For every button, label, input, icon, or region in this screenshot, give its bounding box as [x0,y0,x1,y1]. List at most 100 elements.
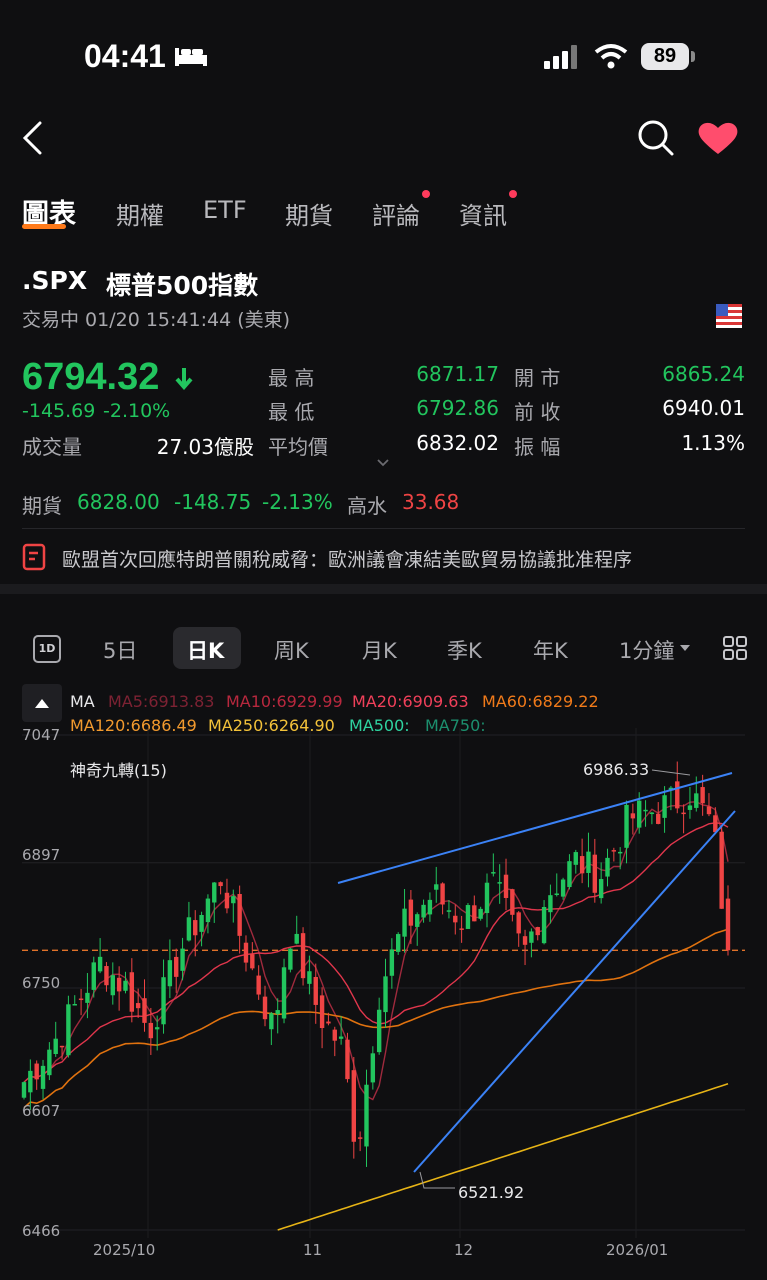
ktab-weekly[interactable]: 周K [274,639,309,663]
candle-body [491,872,496,874]
high-marker-line [651,769,691,776]
news-icon [22,543,46,571]
candle-body [281,967,287,1019]
candle-body [34,1063,39,1080]
candle-body [662,795,667,818]
candle-body [123,980,128,991]
upper-trendline [337,772,733,884]
volume-label: 成交量 [22,435,82,459]
tab-options[interactable]: 期權 [116,202,164,230]
ma-label: MA [70,692,95,711]
last-price: 6794.32 [22,356,160,398]
candle-body [421,904,426,918]
candle-body [503,874,509,898]
ma60-value: MA60:6829.22 [482,692,599,711]
candle-body [535,927,540,936]
ma5-value: MA5:6913.83 [108,692,215,711]
dropdown-caret-icon[interactable] [679,644,691,652]
candle-body [522,936,528,945]
news-headline[interactable]: 歐盟首次回應特朗普關稅威脅：歐洲議會凍結美歐貿易協議批准程序 [62,549,633,571]
prev-close-label: 前 收 [514,400,561,424]
candle-body [66,1004,71,1056]
grid-layout-icon[interactable] [722,635,748,661]
candle-body [300,933,306,979]
ma250-line [277,1083,729,1231]
candlestick-chart[interactable] [0,728,767,1280]
amplitude-value: 1.13% [681,431,745,455]
candle-body [357,1137,363,1139]
candle-body [434,884,439,890]
candle-body [630,813,636,819]
candle-body [218,882,223,887]
low-marker-line [419,1171,455,1189]
candle-body [332,1029,337,1041]
premium-label: 高水 [347,494,387,518]
ktab-1min[interactable]: 1分鐘 [619,639,675,663]
ktab-daily[interactable]: 日K [187,639,225,663]
ktab-quarterly[interactable]: 季K [447,639,482,663]
tab-futures[interactable]: 期貨 [285,202,333,230]
candle-body [567,861,572,888]
candle-body [72,1003,77,1006]
ktab-5day[interactable]: 5日 [103,639,138,663]
collapse-ma-button[interactable] [22,684,62,722]
candle-body [383,976,388,1013]
candle-body [408,899,414,926]
candle-body [465,905,471,929]
candle-body [649,812,655,815]
low-label: 最 低 [268,400,315,424]
candle-body [395,934,401,952]
wifi-icon [594,44,628,69]
candle-body [389,949,395,976]
ma750-value: MA750: [425,716,486,735]
candle-body [288,948,293,970]
candle-body [668,787,674,790]
candle-body [186,917,192,941]
ma500-value: MA500: [349,716,410,735]
candle-body [351,1070,357,1142]
candle-body [174,956,179,977]
tab-news[interactable]: 資訊 [459,202,507,230]
ma5-line [23,801,729,1101]
candle-body [59,1045,65,1048]
back-icon[interactable] [20,120,46,156]
tab-active-indicator [22,224,66,229]
open-label: 開 市 [514,366,561,390]
candle-body [199,915,204,932]
candle-body [250,954,255,969]
candle-body [440,883,445,905]
candle-body [313,976,318,1005]
candle-body [694,793,699,808]
search-icon[interactable] [636,118,676,158]
high-marker-label: 6986.33 [583,760,650,779]
down-arrow-icon [175,368,193,390]
y-tick-4: 6466 [22,1222,61,1240]
candle-body [28,1070,33,1093]
candle-body [548,895,553,913]
candle-body [307,971,312,984]
candle-body [148,1022,154,1039]
favorite-heart-icon[interactable] [697,120,739,156]
ma20-line [23,822,729,1083]
sleep-bed-icon [175,48,207,66]
candle-body [510,889,515,915]
period-picker-icon[interactable]: 1D [33,635,61,663]
expand-chevron-icon[interactable] [375,457,391,469]
tab-comments[interactable]: 評論 [372,202,420,230]
ktab-yearly[interactable]: 年K [533,639,568,663]
status-time: 04:41 [84,38,166,74]
tab-etf[interactable]: ETF [203,196,247,224]
candle-body [21,1082,27,1098]
candle-body [687,805,693,810]
candle-body [104,966,109,986]
x-tick-2: 12 [454,1241,474,1259]
candle-body [40,1065,46,1089]
futures-change: -148.75 [174,490,252,514]
ktab-monthly[interactable]: 月K [362,639,397,663]
candle-body [453,915,458,923]
candle-body [364,1084,369,1147]
y-tick-1: 6897 [22,846,61,864]
candle-body [319,995,325,1029]
x-tick-0: 2025/10 [93,1241,156,1259]
candle-body [275,1010,280,1015]
